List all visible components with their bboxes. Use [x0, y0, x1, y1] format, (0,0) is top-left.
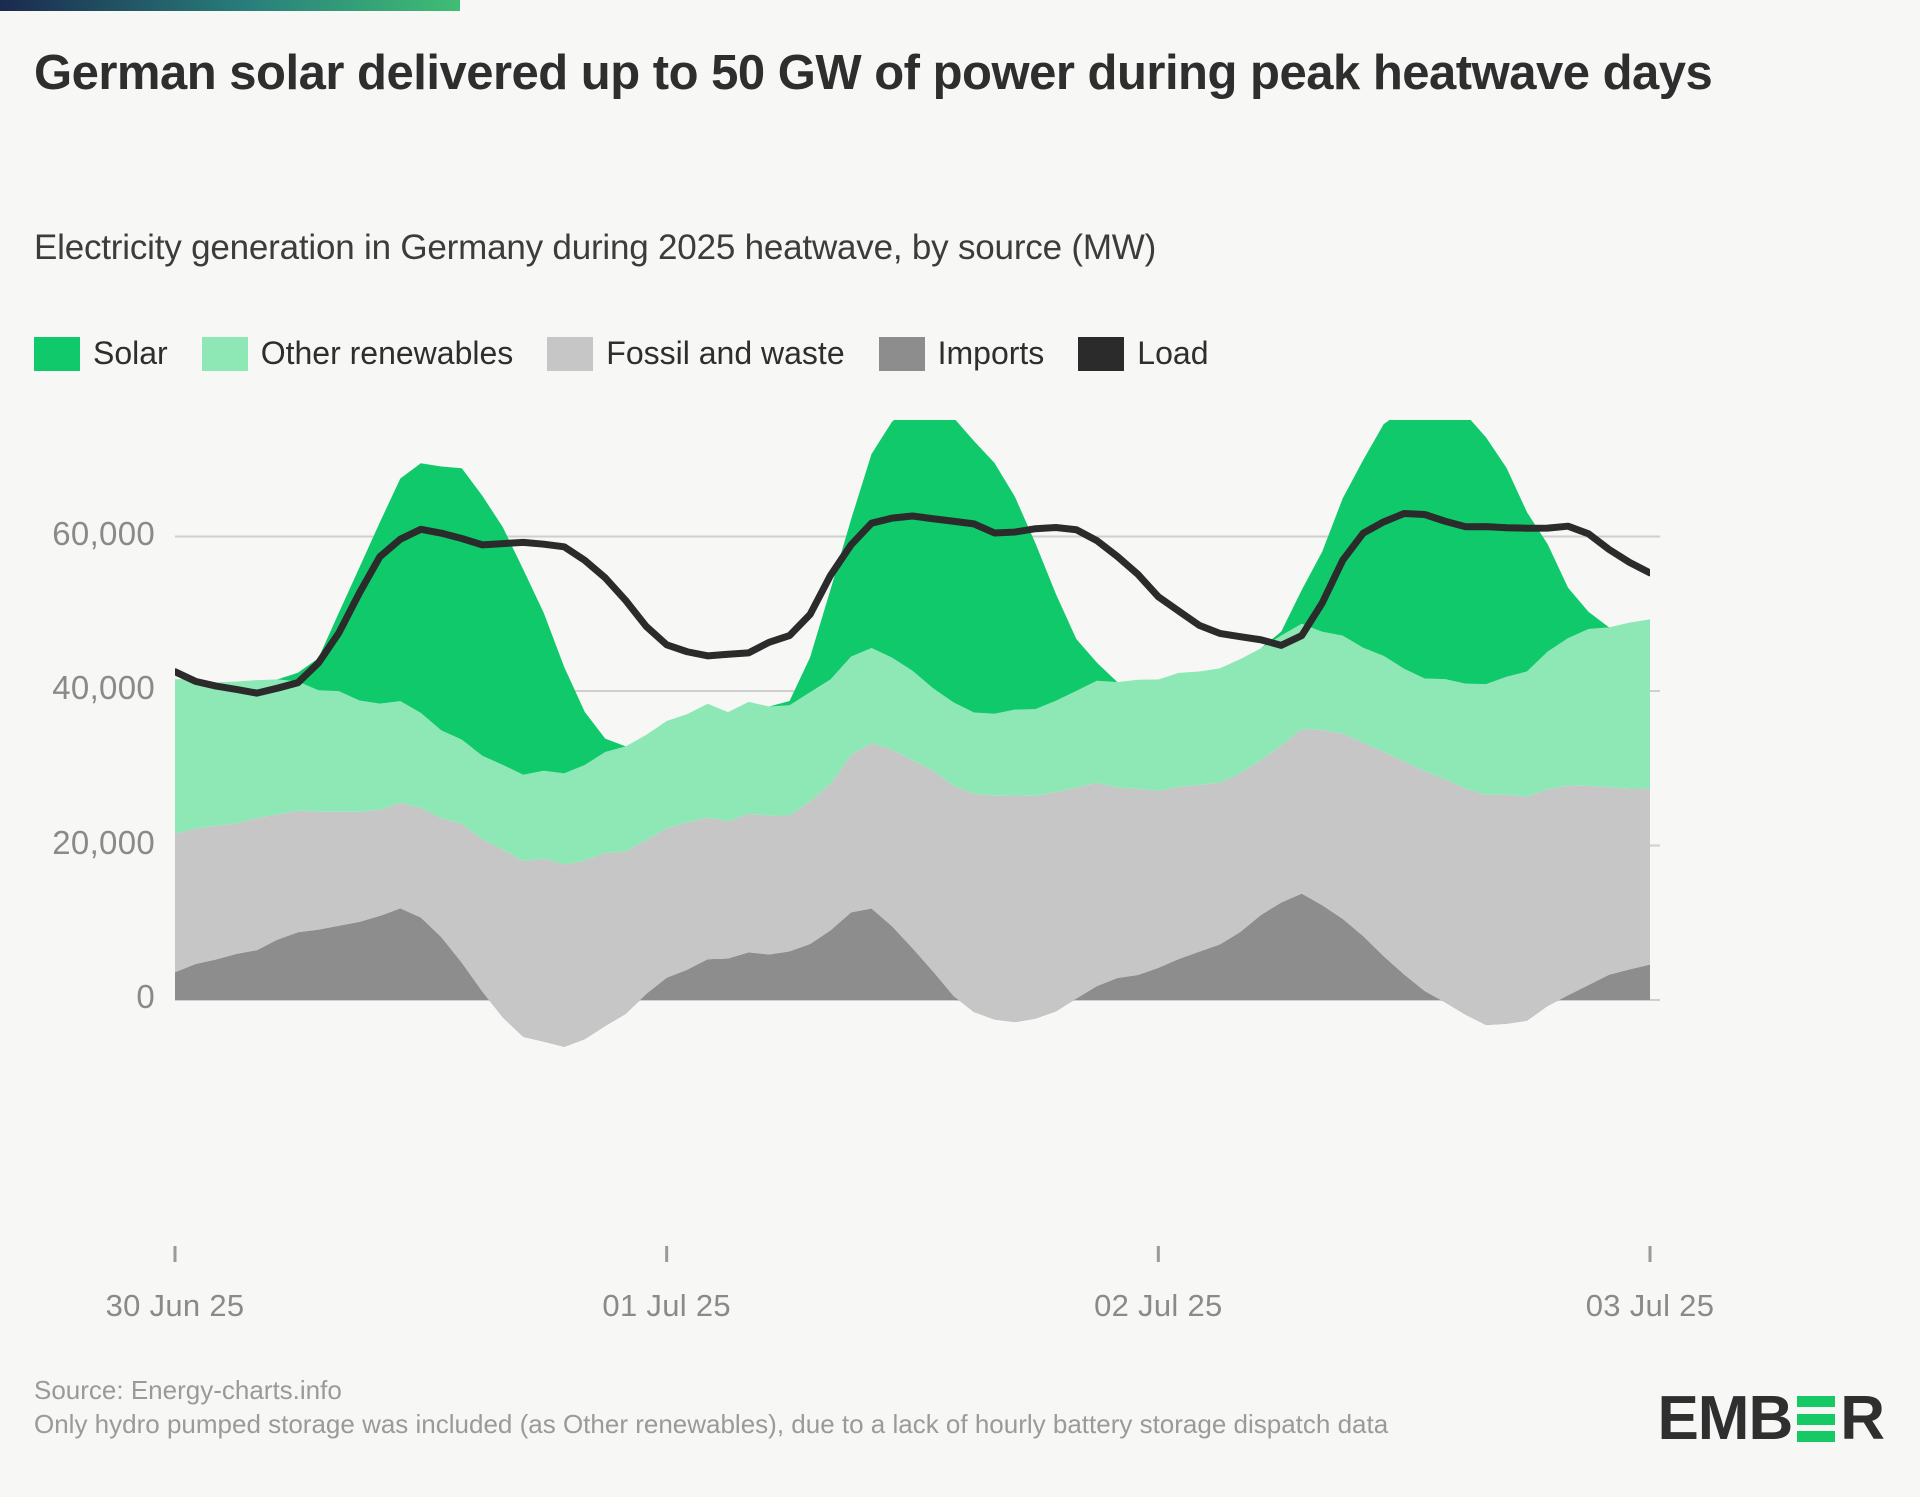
area-solar — [175, 420, 1650, 775]
chart-footnote: Source: Energy-charts.info Only hydro pu… — [34, 1375, 1389, 1440]
page-title: German solar delivered up to 50 GW of po… — [34, 46, 1713, 100]
y-axis-label-60000: 60,000 — [52, 514, 155, 552]
legend-label-fossil-and-waste: Fossil and waste — [606, 335, 845, 371]
y-axis-label-40000: 40,000 — [52, 669, 155, 706]
legend-swatch-imports — [878, 336, 925, 371]
legend-item-imports[interactable]: Imports — [878, 335, 1045, 372]
legend-item-fossil-and-waste[interactable]: Fossil and waste — [547, 335, 845, 372]
legend-item-solar[interactable]: Solar — [34, 335, 168, 372]
legend-label-load: Load — [1137, 335, 1209, 371]
ember-logo: EMB R — [1657, 1384, 1885, 1453]
legend-label-imports: Imports — [937, 335, 1045, 371]
legend-item-other-renewables[interactable]: Other renewables — [201, 335, 514, 372]
chart-series-areas — [175, 420, 1650, 1047]
chart-legend: Solar Other renewables Fossil and waste … — [34, 335, 1242, 372]
y-axis-label-0: 0 — [136, 978, 155, 1015]
logo-text-r: R — [1840, 1384, 1885, 1453]
area-other-renewables — [175, 619, 1650, 865]
legend-swatch-fossil-and-waste — [547, 336, 594, 371]
chart-load-line — [175, 509, 1650, 697]
area-fossil-and-waste — [175, 729, 1650, 1047]
accent-gradient-bar — [0, 0, 460, 11]
x-axis-label-3: 03 Jul 25 — [1585, 1288, 1715, 1323]
legend-swatch-solar — [34, 336, 80, 371]
logo-text-emb: EMB — [1657, 1384, 1793, 1453]
line-load — [175, 509, 1650, 697]
legend-item-load[interactable]: Load — [1078, 335, 1208, 372]
legend-label-solar: Solar — [93, 335, 168, 371]
legend-label-other-renewables: Other renewables — [260, 335, 514, 371]
page-subtitle: Electricity generation in Germany during… — [34, 228, 1157, 267]
x-axis-label-1: 01 Jul 25 — [602, 1288, 731, 1323]
x-axis-label-2: 02 Jul 25 — [1094, 1288, 1223, 1323]
legend-swatch-other-renewables — [201, 336, 248, 371]
logo-green-e-icon — [1797, 1396, 1836, 1442]
y-axis-label-20000: 20,000 — [52, 823, 155, 861]
x-axis-label-0: 30 Jun 25 — [105, 1288, 245, 1323]
chart-x-ticks — [173, 1246, 1652, 1262]
legend-swatch-load — [1078, 336, 1125, 371]
